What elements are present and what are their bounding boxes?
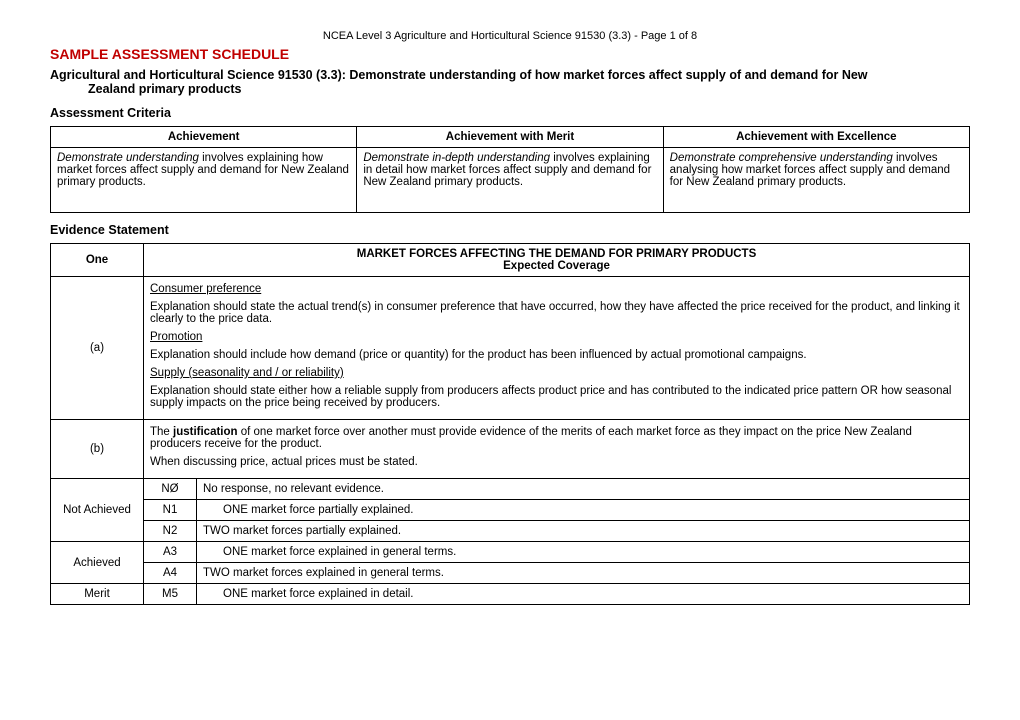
row-b-p1b: justification [173, 426, 238, 438]
row-a-p1: Explanation should state the actual tren… [150, 301, 963, 325]
row-a-h1: Consumer preference [150, 283, 963, 295]
row-b-p1a: The [150, 426, 173, 438]
doc-title: SAMPLE ASSESSMENT SCHEDULE [50, 46, 970, 62]
evidence-header-line2: Expected Coverage [150, 260, 963, 272]
criteria-cell: Demonstrate comprehensive understanding … [663, 148, 969, 213]
row-b-label: (b) [51, 420, 144, 479]
criteria-cell: Demonstrate understanding involves expla… [51, 148, 357, 213]
grade-desc: ONE market force explained in general te… [197, 542, 970, 563]
grade-desc: TWO market forces explained in general t… [197, 563, 970, 584]
evidence-table: One MARKET FORCES AFFECTING THE DEMAND F… [50, 243, 970, 605]
criteria-lead: Demonstrate understanding [57, 152, 199, 164]
evidence-header: MARKET FORCES AFFECTING THE DEMAND FOR P… [144, 244, 970, 277]
row-a-label: (a) [51, 277, 144, 420]
criteria-lead: Demonstrate in-depth understanding [363, 152, 550, 164]
grade-level: Achieved [51, 542, 144, 584]
criteria-header: Achievement with Excellence [663, 127, 969, 148]
row-b-p1c: of one market force over another must pr… [150, 426, 912, 450]
evidence-header-line1: MARKET FORCES AFFECTING THE DEMAND FOR P… [150, 248, 963, 260]
row-a-p2: Explanation should include how demand (p… [150, 349, 963, 361]
row-b-p2: When discussing price, actual prices mus… [150, 456, 963, 468]
criteria-label: Assessment Criteria [50, 106, 970, 120]
criteria-cell: Demonstrate in-depth understanding invol… [357, 148, 663, 213]
evidence-label: Evidence Statement [50, 223, 970, 237]
row-b-content: The justification of one market force ov… [144, 420, 970, 479]
criteria-header: Achievement [51, 127, 357, 148]
grade-desc: ONE market force partially explained. [197, 500, 970, 521]
grade-level: Merit [51, 584, 144, 605]
page-header: NCEA Level 3 Agriculture and Horticultur… [50, 30, 970, 42]
grade-desc: ONE market force explained in detail. [197, 584, 970, 605]
grade-code: NØ [144, 479, 197, 500]
evidence-one: One [51, 244, 144, 277]
grade-level: Not Achieved [51, 479, 144, 542]
subtitle-line2: Zealand primary products [88, 82, 970, 96]
grade-code: M5 [144, 584, 197, 605]
grade-code: A4 [144, 563, 197, 584]
row-a-h3: Supply (seasonality and / or reliability… [150, 367, 963, 379]
row-a-h2: Promotion [150, 331, 963, 343]
row-a-p3: Explanation should state either how a re… [150, 385, 963, 409]
subtitle-line1: Agricultural and Horticultural Science 9… [50, 68, 868, 82]
grade-code: N2 [144, 521, 197, 542]
grade-code: N1 [144, 500, 197, 521]
grade-desc: TWO market forces partially explained. [197, 521, 970, 542]
row-a-content: Consumer preference Explanation should s… [144, 277, 970, 420]
row-b-p1: The justification of one market force ov… [150, 426, 963, 450]
criteria-lead: Demonstrate comprehensive understanding [670, 152, 893, 164]
doc-subtitle: Agricultural and Horticultural Science 9… [50, 68, 970, 96]
criteria-table: Achievement Achievement with Merit Achie… [50, 126, 970, 213]
grade-code: A3 [144, 542, 197, 563]
grade-desc: No response, no relevant evidence. [197, 479, 970, 500]
criteria-header: Achievement with Merit [357, 127, 663, 148]
